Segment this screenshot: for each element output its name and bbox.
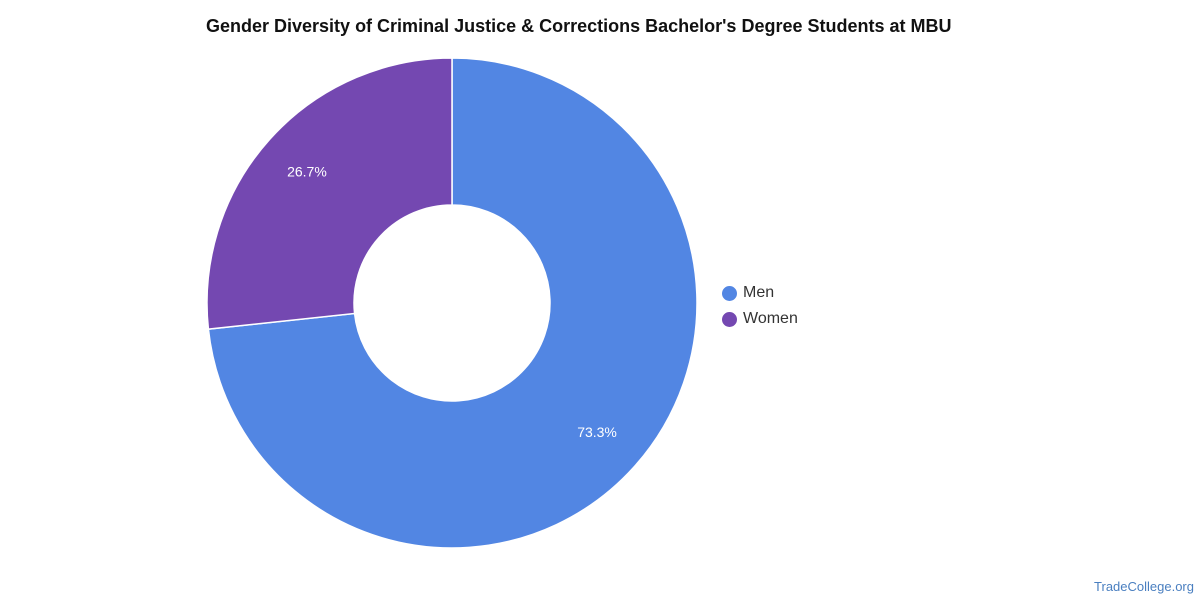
data-label-women: 26.7% [287,163,327,179]
slice-men [207,57,698,549]
chart-legend: Men Women [722,280,798,332]
legend-item-women: Women [722,306,798,332]
legend-swatch [722,311,737,327]
chart-title: Gender Diversity of Criminal Justice & C… [206,16,952,36]
legend-label: Men [743,284,775,301]
watermark: TradeCollege.org [1094,579,1194,594]
slice-women [206,57,453,330]
legend-swatch [722,285,737,301]
legend-item-men: Men [722,280,798,306]
legend-label: Women [743,310,798,327]
data-label-men: 73.3% [577,424,617,440]
